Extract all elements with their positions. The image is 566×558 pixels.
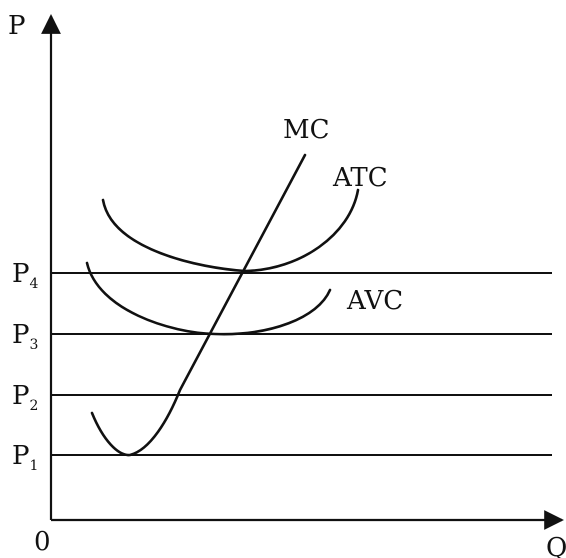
price-label-p1: P1 [12, 441, 38, 474]
origin-label: 0 [34, 527, 51, 557]
atc-label: ATC [332, 163, 388, 193]
avc-curve [85, 261, 332, 336]
price-label-p4: P4 [12, 259, 39, 292]
mc-curve [90, 153, 307, 457]
y-axis-label: P [8, 11, 26, 41]
price-label-p3: P3 [12, 320, 38, 353]
mc-label: MC [283, 115, 330, 145]
x-axis-label: Q [546, 533, 566, 558]
avc-label: AVC [346, 286, 403, 316]
price-label-p2: P2 [12, 381, 38, 414]
atc-curve [101, 188, 360, 273]
